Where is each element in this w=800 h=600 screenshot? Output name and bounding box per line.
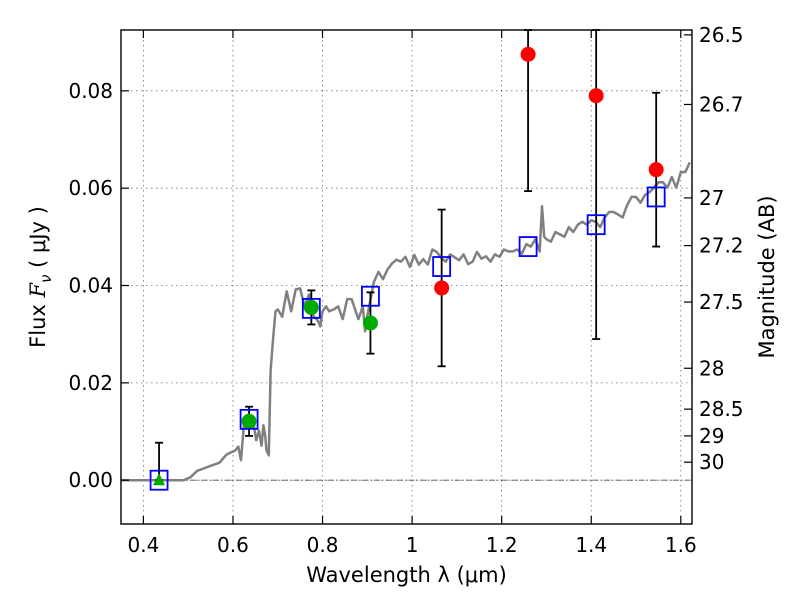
x-tick-label: 1.6 bbox=[665, 533, 697, 557]
data-point bbox=[303, 299, 319, 315]
mag-tick-label: 27.2 bbox=[699, 234, 744, 258]
model-point bbox=[149, 469, 169, 491]
model-point bbox=[301, 297, 321, 319]
x-tick-label: 0.4 bbox=[127, 533, 159, 557]
x-axis-label: Wavelength λ (μm) bbox=[306, 563, 507, 587]
x-tick-label: 0.8 bbox=[307, 533, 339, 557]
y2-axis-label: Magnitude (AB) bbox=[755, 195, 779, 358]
mag-tick-label: 28.5 bbox=[699, 397, 744, 421]
model-point bbox=[361, 285, 380, 307]
model-point bbox=[518, 236, 538, 257]
mag-tick-label: 26.7 bbox=[699, 92, 744, 116]
y-tick-label: 0.08 bbox=[68, 79, 113, 103]
error-bar bbox=[592, 29, 601, 340]
upper-limit-marker bbox=[153, 473, 166, 486]
y-axis-label-subscript: ν bbox=[37, 275, 55, 283]
model-point bbox=[586, 214, 606, 236]
mag-tick-label: 28 bbox=[699, 356, 724, 380]
data-markers bbox=[149, 29, 666, 491]
x-tick-label: 1.2 bbox=[486, 533, 518, 557]
model-point bbox=[432, 256, 452, 277]
data-point bbox=[648, 162, 664, 178]
axis-ticks: 0.4 0.6 0.8 1 1.2 1.4 1.6 0.00 0.02 0.04 0.06 0.08 2… bbox=[68, 23, 743, 557]
data-point bbox=[520, 46, 536, 62]
y-tick-label: 0.06 bbox=[68, 176, 113, 200]
mag-tick-label: 27.5 bbox=[699, 290, 744, 314]
x-tick-label: 0.6 bbox=[217, 533, 249, 557]
mag-tick-label: 26.5 bbox=[699, 23, 744, 47]
model-point bbox=[646, 186, 666, 208]
plot-frame bbox=[120, 29, 693, 525]
y-axis-label-symbol: F bbox=[26, 282, 50, 299]
mag-tick-label: 30 bbox=[699, 450, 724, 474]
model-point bbox=[239, 408, 259, 430]
y-tick-label: 0.02 bbox=[68, 371, 113, 395]
x-tick-label: 1 bbox=[406, 533, 419, 557]
data-point bbox=[362, 315, 378, 331]
y-tick-label: 0.04 bbox=[68, 274, 113, 298]
data-point bbox=[588, 88, 604, 104]
y-axis-label: Flux Fν ( μJy ) bbox=[26, 206, 55, 348]
x-tick-label: 1.4 bbox=[575, 533, 607, 557]
model-sed-line bbox=[121, 161, 691, 482]
y-tick-label: 0.00 bbox=[68, 468, 113, 492]
mag-tick-label: 29 bbox=[699, 424, 724, 448]
y-axis-label-suffix: ( μJy ) bbox=[26, 206, 50, 274]
mag-tick-label: 27 bbox=[699, 186, 724, 210]
data-point bbox=[241, 413, 257, 429]
grid bbox=[121, 30, 692, 524]
y-axis-label-prefix: Flux bbox=[26, 298, 50, 348]
data-point bbox=[434, 280, 450, 296]
